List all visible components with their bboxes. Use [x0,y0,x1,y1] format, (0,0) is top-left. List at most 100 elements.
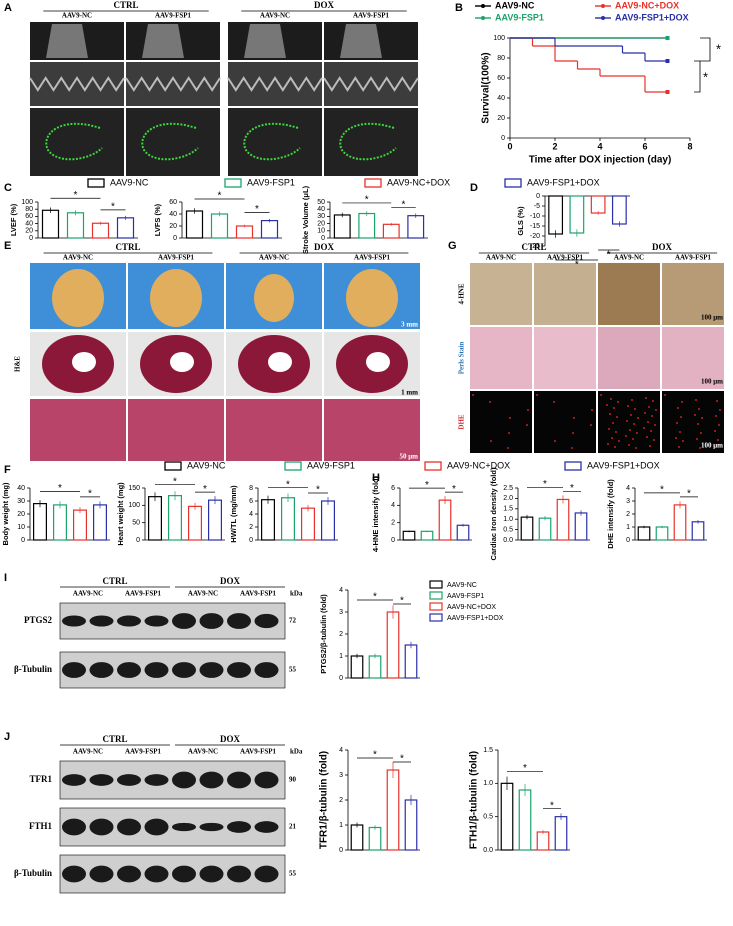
blot-band [227,821,251,833]
bar [590,195,606,214]
dhe-signal [527,409,529,411]
y-tick-label: 0 [321,235,325,242]
blot-row-label: TFR1 [30,774,53,784]
y-tick-label: 0 [136,537,140,544]
he-histology [128,399,224,461]
legend-marker [481,4,485,8]
significance-star: * [400,754,404,765]
dhe-signal [489,401,491,403]
y-tick-label: 40 [497,95,505,102]
echo-sector [46,24,88,58]
legend-label: AAV9-FSP1 [247,177,295,187]
y-tick-label: 1 [339,822,343,829]
lv-trace [339,122,397,161]
dhe-signal [694,414,696,416]
dhe-signal [675,437,677,439]
bar [281,497,296,541]
lv-trace [141,122,199,161]
bar [72,509,87,541]
dhe-signal [676,422,678,424]
column-label: AAV9-FSP1 [354,254,391,262]
bar [116,217,135,239]
y-tick-label: 60 [169,199,177,206]
legend-label: AAV9-NC [187,460,226,470]
y-axis-label: HW/TL (mg/mm) [229,485,238,543]
micrograph [534,263,596,325]
legend-swatch [429,613,443,622]
micrograph [470,391,532,453]
blot-band [172,613,196,629]
heart-gross [254,274,294,322]
condition-label: DOX [314,0,335,10]
y-axis-label: Heart weight (mg) [116,482,125,546]
dhe-signal [645,397,647,399]
echo-mmode [228,62,322,106]
bar [91,222,110,239]
y-tick-label: -20 [530,233,540,240]
blot-band [62,818,86,836]
dhe-signal [616,416,618,418]
dhe-signal [613,407,615,409]
bar [691,521,705,541]
blot-band [172,865,196,883]
panel-letter: C [4,182,12,194]
dhe-signal [696,438,698,440]
panel-letter: D [470,182,478,194]
legend-label: AAV9-NC [110,177,149,187]
dhe-signal [614,446,616,448]
y-tick-label: 2 [626,511,630,518]
dhe-signal [646,436,648,438]
blot-row-label: PTGS2 [24,615,53,625]
micrograph [598,327,660,389]
y-tick-label: -15 [530,223,540,230]
blot-band [227,865,251,883]
dhe-signal [637,417,639,419]
column-label: AAV9-FSP1 [158,254,195,262]
y-tick-label: 150 [128,485,140,492]
y-tick-label: 0 [21,537,25,544]
echo-longaxis [30,108,124,176]
echo-longaxis [126,108,220,176]
y-tick-label: 6 [391,485,395,492]
legend-swatch [364,178,382,188]
x-axis-label: Time after DOX injection (day) [529,155,672,166]
blot-band [89,662,114,678]
y-axis-label: Stroke Volume (μL) [301,185,310,254]
blot-band [254,821,279,833]
y-tick-label: 2 [391,520,395,527]
y-tick-label: 0.5 [503,526,513,533]
lv-trace [243,122,301,161]
bar [438,499,452,541]
dhe-signal [615,431,617,433]
dhe-signal [600,394,602,396]
kda-label: 55 [289,870,297,878]
condition-label: DOX [314,242,335,252]
significance-star: * [543,479,547,490]
dhe-signal [573,417,575,419]
significance-star: * [74,190,78,201]
y-tick-label: -5 [534,203,540,210]
legend-label: AAV9-FSP1+DOX [615,12,689,22]
dhe-signal [508,432,510,434]
legend-label: AAV9-FSP1+DOX [447,615,504,622]
unit-label: kDa [290,590,303,598]
legend-label: AAV9-NC+DOX [447,604,496,611]
bar [520,516,534,541]
scale-bar-label: 1 mm [401,389,418,397]
echo-mmode [324,62,418,106]
dhe-signal [713,445,715,447]
significance-bracket [694,60,701,93]
panel-letter: A [4,2,12,14]
bar [358,212,376,239]
dhe-signal [606,404,608,406]
bar [518,789,532,851]
bar [32,503,47,541]
echo-sector [244,24,286,58]
y-axis-label: Survival(100%) [481,52,492,123]
micrograph [470,263,532,325]
legend-swatch [429,602,443,611]
micrograph [598,263,660,325]
x-tick-label: 2 [552,141,557,151]
dhe-signal [650,430,652,432]
dhe-signal [652,400,654,402]
